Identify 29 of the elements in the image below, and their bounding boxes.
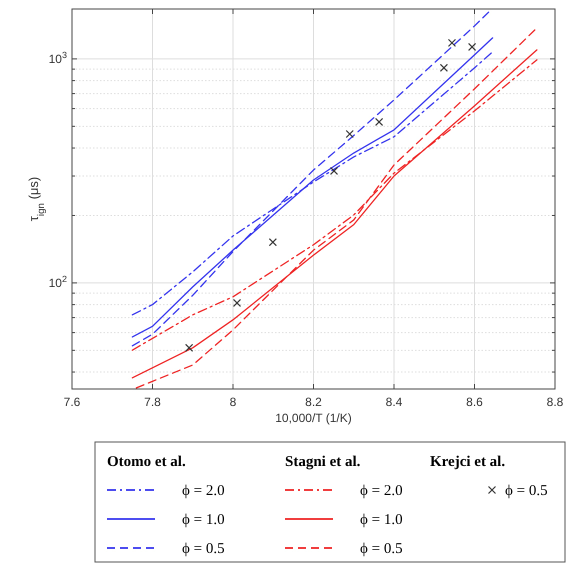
x-tick-label: 8.8 [546,395,564,409]
point [330,166,338,176]
y-tick-label: 10$^{3}$ [48,50,67,66]
legend-label: ϕ = 1.0 [182,512,225,528]
point [232,298,242,308]
point [185,344,194,352]
text: Stagni et al. [285,454,361,470]
x-tick-label: 7.8 [144,395,162,409]
legend-label: ϕ = 0.5 [360,541,403,557]
legend-label: ϕ = 0.5 [505,483,548,499]
point [448,38,456,47]
legend-label: ϕ = 2.0 [182,483,225,499]
point [268,238,277,246]
legend-label: ϕ = 1.0 [360,512,403,528]
x-tick-label: 8.6 [466,395,484,409]
x-axis-title: 10,000/T (1/K) [275,411,352,425]
legend-label: ϕ = 0.5 [182,541,225,557]
x-tick-label: 8.4 [386,395,403,409]
point [375,118,384,126]
text: Krejci et al. [430,454,506,470]
y-tick-label: 10$^{2}$ [48,274,67,290]
point [346,130,354,138]
x-tick-label: 8 [230,395,237,409]
x-tick-label: 8.2 [305,395,322,409]
x-tick-label: 7.6 [64,395,81,409]
point [468,42,476,52]
legend-label: ϕ = 2.0 [360,483,403,499]
text: Otomo et al. [107,454,186,470]
point [440,64,448,72]
